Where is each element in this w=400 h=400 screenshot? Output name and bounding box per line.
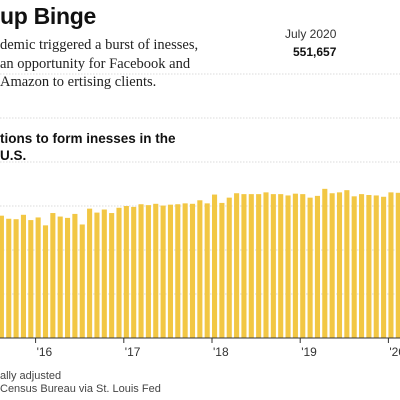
bar [87,208,93,338]
bar [212,194,218,338]
bar [285,195,291,338]
footnote: ally adjusted Census Bureau via St. Loui… [0,370,161,396]
bar [351,196,357,338]
bar [219,202,225,338]
bar [131,206,137,338]
x-axis-ticks: '16'17'18'19'20'21 [35,338,400,359]
bar [373,195,379,338]
bar [344,190,350,338]
bar [395,192,400,338]
bar [366,195,372,338]
bar [57,216,63,338]
bar [241,194,247,338]
bar [329,193,335,338]
bar [263,192,269,338]
annotation-date: July 2020 [285,27,337,41]
bar [101,209,107,338]
bar [226,197,232,338]
bar [35,217,41,338]
bar [314,195,320,338]
bar [20,214,26,338]
annotation-value: 551,657 [293,45,337,59]
bar [256,194,262,338]
bar [153,203,159,338]
bar [42,225,49,338]
bar [13,219,19,338]
bar [138,204,144,338]
bar [388,192,394,338]
bar [28,220,34,338]
bar [359,194,365,338]
chart-subtitle: demic triggered a burst of inesses, an o… [0,37,199,90]
x-tick-label: '17 [125,345,141,359]
bar [197,200,203,338]
bar [65,217,71,338]
bar [160,205,166,338]
bar [6,218,12,338]
bar [292,193,298,338]
bar [204,203,210,338]
footnote-line: ally adjusted [0,370,62,382]
chart-title: up Binge [0,3,96,29]
bar [175,204,181,338]
bar [336,192,343,338]
x-tick-label: '16 [37,345,53,359]
bar [167,204,173,338]
bars [0,188,400,338]
bar [270,194,276,338]
bar [50,213,56,338]
bar [123,206,129,338]
chart-label: tions to form inesses in the U.S. [0,131,176,163]
bar [94,212,100,338]
bar [322,188,328,338]
x-tick-label: '19 [301,345,317,359]
bar [182,203,188,338]
bar [72,213,78,338]
bar [234,193,240,338]
x-tick-label: '20 [389,345,400,359]
bar [0,215,4,338]
x-tick-label: '18 [213,345,229,359]
bar [116,207,122,338]
footnote-line: Census Bureau via St. Louis Fed [0,383,161,395]
bar [307,197,313,338]
bar [381,196,387,338]
bar [109,213,115,338]
bar [278,194,284,338]
bar [79,224,85,338]
bar [145,205,151,338]
bar [248,194,254,338]
bar [300,194,306,338]
bar [189,203,196,338]
